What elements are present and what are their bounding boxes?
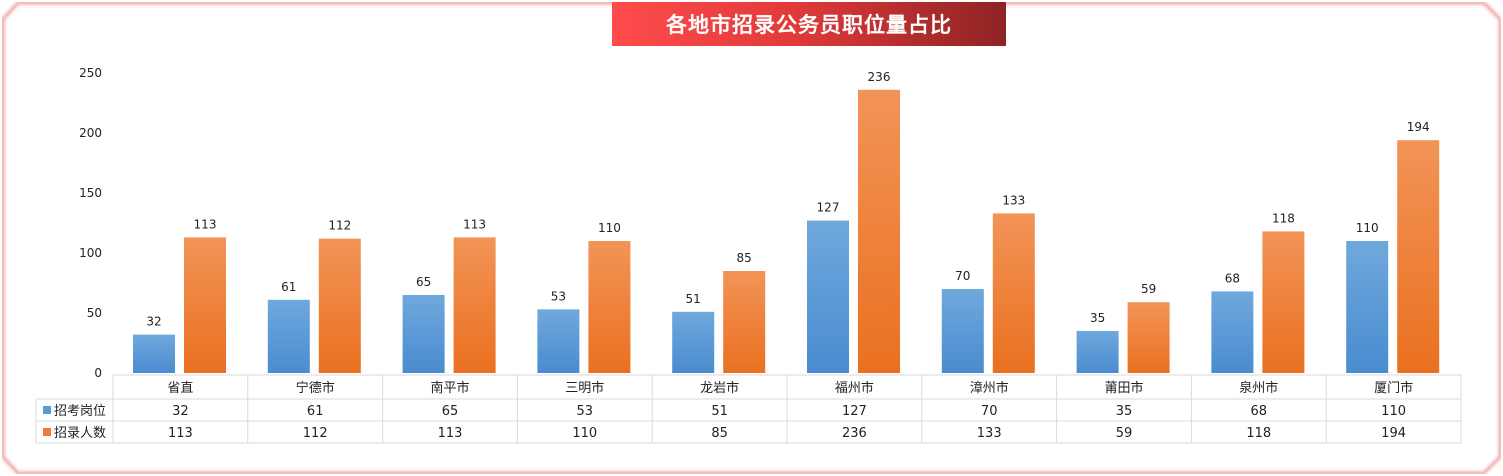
table-cell: 68 <box>1251 404 1268 419</box>
category-label: 厦门市 <box>1374 380 1413 396</box>
bar-series1 <box>807 220 849 373</box>
bar-group: 32 113 61 112 65 113 53 110 51 85 127 236 70 133 35 59 6… <box>133 70 1440 374</box>
bar-series2 <box>184 237 226 373</box>
bar-series1 <box>1076 331 1119 373</box>
legend-swatch <box>43 406 51 414</box>
y-tick-label: 200 <box>79 126 102 140</box>
table-cell: 236 <box>842 426 867 441</box>
data-label: 53 <box>551 289 566 303</box>
table-cell: 118 <box>1246 426 1271 441</box>
bar-series1 <box>267 299 310 373</box>
y-tick-label: 250 <box>79 66 102 80</box>
data-label: 112 <box>328 219 351 233</box>
category-label: 三明市 <box>565 380 604 396</box>
chart-title: 各地市招录公务员职位量占比 <box>612 2 1006 46</box>
data-label: 113 <box>194 217 217 231</box>
data-label: 35 <box>1090 311 1105 325</box>
data-label: 110 <box>598 221 621 235</box>
bar-series1 <box>402 295 445 373</box>
legend-label: 招考岗位 <box>54 404 106 419</box>
table-cell: 113 <box>168 426 193 441</box>
legend-label: 招录人数 <box>54 426 106 441</box>
y-tick-label: 150 <box>79 186 102 200</box>
category-label: 漳州市 <box>970 380 1009 396</box>
data-label: 51 <box>686 292 701 306</box>
table-cell: 61 <box>307 404 324 419</box>
bar-series1 <box>1346 241 1389 373</box>
table-cell: 32 <box>172 404 189 419</box>
table-cell: 110 <box>1381 404 1406 419</box>
category-label: 莆田市 <box>1104 380 1143 396</box>
data-label: 59 <box>1141 282 1156 296</box>
bar-series2 <box>1262 231 1305 373</box>
category-label: 宁德市 <box>296 380 335 396</box>
table-cell: 133 <box>977 426 1002 441</box>
y-tick-label: 50 <box>87 306 102 320</box>
data-label: 65 <box>416 275 431 289</box>
category-label: 龙岩市 <box>700 380 739 396</box>
table-cell: 110 <box>572 426 597 441</box>
bar-series2 <box>318 238 361 373</box>
legend-swatch <box>43 428 51 436</box>
bar-series2 <box>858 89 900 374</box>
table-cell: 35 <box>1116 404 1133 419</box>
bar-series2 <box>723 271 766 373</box>
data-label: 110 <box>1356 221 1379 235</box>
table-cell: 70 <box>981 404 998 419</box>
table-cell: 127 <box>842 404 867 419</box>
category-label: 福州市 <box>835 380 874 396</box>
data-label: 70 <box>955 269 970 283</box>
data-label: 32 <box>146 315 161 329</box>
data-label: 133 <box>1002 193 1025 207</box>
table-cell: 85 <box>711 426 728 441</box>
category-label: 南平市 <box>430 380 469 396</box>
bar-series1 <box>133 334 175 373</box>
data-label: 236 <box>868 70 891 84</box>
data-label: 113 <box>463 217 486 231</box>
table-cell: 65 <box>442 404 459 419</box>
bar-series1 <box>672 311 715 373</box>
bar-series2 <box>1397 140 1440 373</box>
y-tick-label: 100 <box>79 246 102 260</box>
data-label: 85 <box>737 251 752 265</box>
bar-series2 <box>588 241 631 373</box>
data-label: 61 <box>281 280 296 294</box>
category-label: 省直 <box>167 381 193 396</box>
y-tick-label: 0 <box>94 366 102 380</box>
y-axis: 0 50 100 150 200 250 <box>79 66 102 380</box>
table-cell: 51 <box>711 404 728 419</box>
bar-series1 <box>1211 291 1254 373</box>
data-label: 194 <box>1407 120 1430 134</box>
table-cell: 112 <box>303 426 328 441</box>
bar-series2 <box>992 213 1035 373</box>
data-label: 118 <box>1272 211 1295 225</box>
bar-series1 <box>941 289 984 373</box>
table-cell: 194 <box>1381 426 1406 441</box>
table-cell: 113 <box>438 426 463 441</box>
data-label: 68 <box>1225 271 1240 285</box>
bar-series2 <box>1127 302 1170 373</box>
category-label: 泉州市 <box>1239 380 1278 396</box>
bar-series1 <box>537 309 580 373</box>
bar-series2 <box>453 237 496 373</box>
table-cell: 59 <box>1116 426 1133 441</box>
data-label: 127 <box>817 201 840 215</box>
table-cell: 53 <box>577 404 594 419</box>
